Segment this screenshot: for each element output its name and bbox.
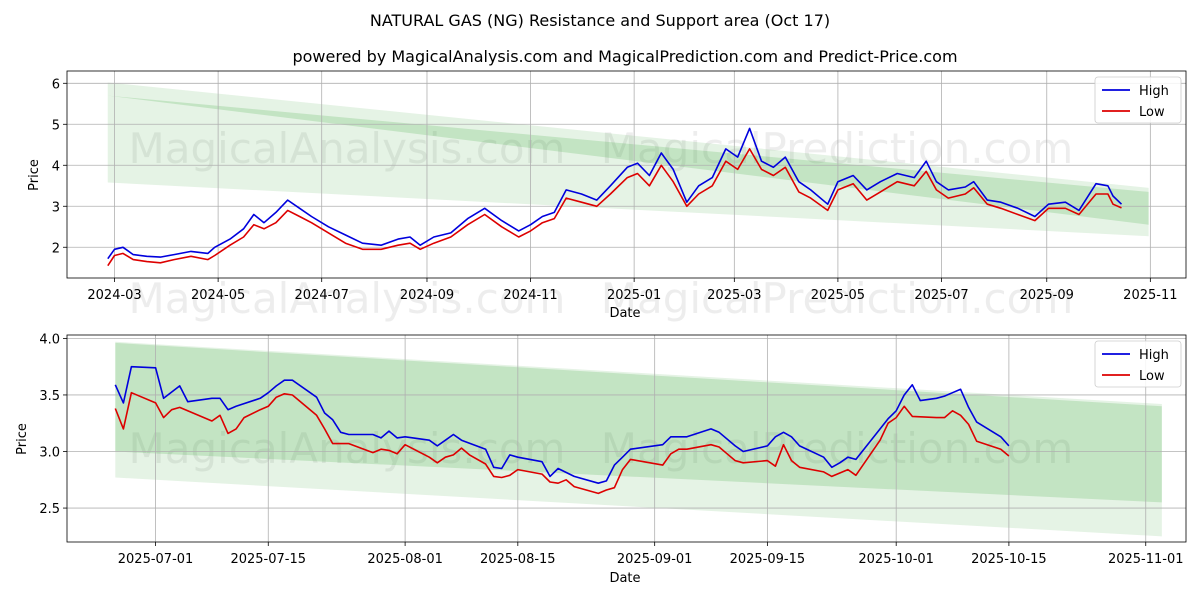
- chart-title: NATURAL GAS (NG) Resistance and Support …: [370, 11, 830, 30]
- top-series-lines: [107, 127, 1123, 267]
- y-tick-label: 3: [52, 200, 60, 215]
- x-tick-label: 2025-07: [914, 288, 968, 303]
- x-tick-label: 2024-07: [295, 288, 349, 303]
- x-tick-label: 2025-11: [1123, 288, 1177, 303]
- bottom-plot-background: [67, 335, 1186, 542]
- y-tick-label: 4: [52, 159, 60, 174]
- x-tick-label: 2025-09-01: [617, 552, 693, 567]
- bottom-y-axis-label: Price: [15, 423, 30, 455]
- y-tick-label: 2.5: [39, 502, 60, 517]
- y-tick-label: 5: [52, 118, 60, 133]
- bottom-x-axis-label: Date: [609, 571, 640, 586]
- x-tick-label: 2025-08-01: [367, 552, 443, 567]
- top-watermarks: MagicalAnalysis.com MagicalPrediction.co…: [129, 124, 1074, 323]
- watermark-text: MagicalPrediction.com: [601, 274, 1074, 323]
- x-tick-label: 2025-05: [811, 288, 865, 303]
- series-line-high: [114, 365, 1010, 484]
- top-plot-frame: [66, 70, 1187, 279]
- legend-label-low: Low: [1139, 369, 1165, 384]
- bottom-panel: MagicalAnalysis.com MagicalPrediction.co…: [15, 332, 1187, 586]
- support-resistance-band: [107, 95, 1149, 225]
- bottom-y-axis: 2.5 3.0 3.5 4.0: [39, 332, 67, 517]
- series-line-high: [107, 127, 1123, 260]
- x-tick-label: 2025-01: [607, 288, 661, 303]
- x-tick-label: 2025-07-01: [118, 552, 194, 567]
- bottom-x-axis: 2025-07-01 2025-07-15 2025-08-01 2025-08-15…: [118, 542, 1184, 567]
- watermark-text: MagicalPrediction.com: [601, 124, 1074, 173]
- support-resistance-band: [107, 82, 1149, 237]
- y-tick-label: 4.0: [39, 332, 60, 347]
- x-tick-label: 2025-03: [707, 288, 761, 303]
- bottom-support-resistance-bands: [115, 341, 1162, 537]
- top-panel: MagicalAnalysis.com MagicalPrediction.co…: [27, 70, 1187, 323]
- y-tick-label: 3.0: [39, 446, 60, 461]
- x-tick-label: 2025-08-15: [480, 552, 556, 567]
- x-tick-label: 2024-09: [400, 288, 454, 303]
- top-support-resistance-bands: [107, 82, 1149, 237]
- legend-label-high: High: [1139, 348, 1169, 363]
- x-tick-label: 2025-11-01: [1108, 552, 1184, 567]
- x-tick-label: 2024-11: [503, 288, 557, 303]
- top-x-axis-label: Date: [609, 306, 640, 321]
- x-tick-label: 2025-10-15: [971, 552, 1047, 567]
- bottom-series-lines: [114, 365, 1010, 495]
- top-x-axis: 2024-03 2024-05 2024-07 2024-09 2024-11 2025-…: [87, 278, 1178, 303]
- bottom-grid: [67, 335, 1186, 542]
- bottom-plot-frame: [66, 334, 1187, 543]
- x-tick-label: 2025-09-15: [730, 552, 806, 567]
- legend-label-low: Low: [1139, 105, 1165, 120]
- x-tick-label: 2024-03: [87, 288, 141, 303]
- y-tick-label: 3.5: [39, 389, 60, 404]
- top-plot-background: [67, 71, 1186, 278]
- bottom-legend: High Low: [1094, 340, 1182, 388]
- watermark-text: MagicalAnalysis.com: [129, 274, 566, 323]
- x-tick-label: 2025-10-01: [858, 552, 934, 567]
- top-y-axis-label: Price: [27, 159, 42, 191]
- y-tick-label: 2: [52, 241, 60, 256]
- watermark-text: MagicalAnalysis.com: [129, 124, 566, 173]
- chart-subtitle: powered by MagicalAnalysis.com and Magic…: [292, 47, 957, 66]
- top-y-axis: 2 3 4 5 6: [52, 77, 67, 256]
- y-tick-label: 6: [52, 77, 60, 92]
- support-resistance-band: [115, 342, 1162, 503]
- legend-label-high: High: [1139, 84, 1169, 99]
- top-legend: High Low: [1094, 76, 1182, 124]
- series-line-low: [114, 391, 1010, 495]
- x-tick-label: 2025-09: [1020, 288, 1074, 303]
- x-tick-label: 2025-07-15: [230, 552, 306, 567]
- x-tick-label: 2024-05: [191, 288, 245, 303]
- series-line-low: [107, 148, 1122, 267]
- support-resistance-band: [115, 341, 1162, 537]
